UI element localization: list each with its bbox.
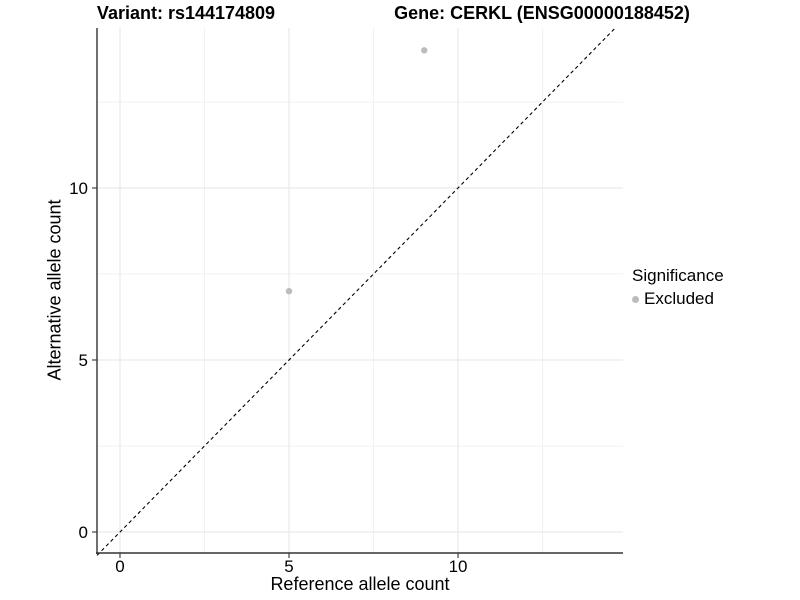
- legend-title: Significance: [632, 266, 724, 285]
- data-point: [285, 287, 293, 295]
- y-tick-label: 10: [69, 179, 88, 198]
- legend-item-excluded: Excluded: [632, 289, 724, 309]
- data-point: [421, 47, 428, 54]
- x-tick-label: 10: [449, 557, 468, 576]
- legend-item-label: Excluded: [644, 289, 714, 308]
- y-axis-title: Alternative allele count: [44, 199, 65, 381]
- plot-title-variant: Variant: rs144174809: [96, 3, 276, 23]
- x-tick-label: 5: [284, 557, 293, 576]
- legend: Significance Excluded: [632, 266, 724, 309]
- excluded-point-icon: [632, 295, 639, 303]
- x-axis-title: Reference allele count: [270, 574, 450, 594]
- x-tick-label: 0: [115, 557, 124, 576]
- plot-title-gene: Gene: CERKL (ENSG00000188452): [394, 3, 690, 23]
- y-tick-label: 0: [79, 523, 88, 542]
- identity-line: [96, 27, 616, 556]
- y-tick-label: 5: [79, 351, 88, 370]
